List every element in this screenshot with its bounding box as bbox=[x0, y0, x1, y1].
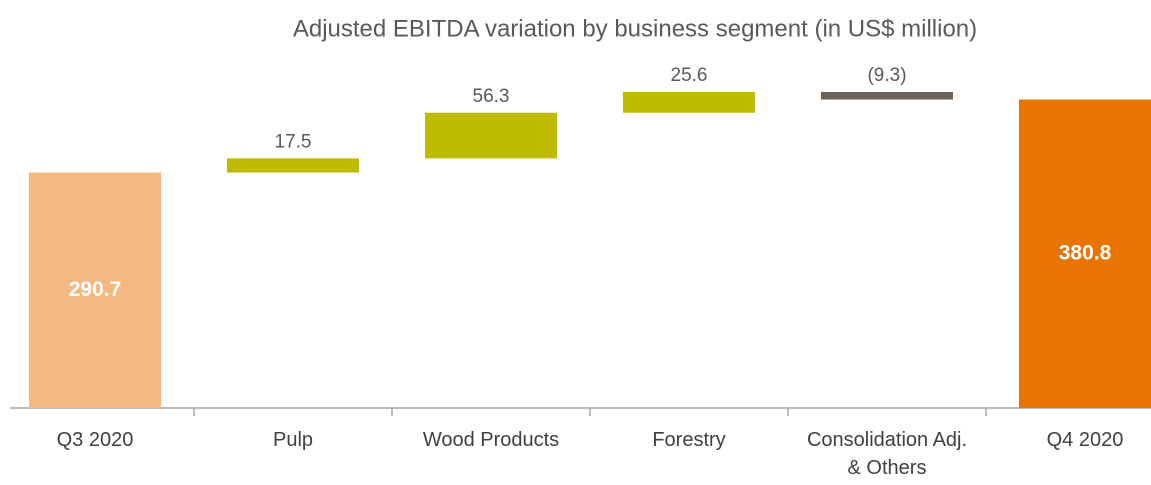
bar bbox=[821, 92, 953, 100]
x-tick-label: Wood Products bbox=[422, 429, 560, 451]
value-label: 290.7 bbox=[69, 278, 122, 301]
x-tick-label: Pulp bbox=[272, 429, 314, 451]
bar bbox=[623, 92, 755, 113]
value-label: (9.3) bbox=[867, 65, 906, 86]
x-tick-label: Q3 2020 bbox=[56, 429, 134, 451]
x-tick-label: Forestry bbox=[652, 429, 726, 451]
bar bbox=[227, 158, 359, 173]
value-label: 17.5 bbox=[275, 131, 312, 152]
value-label: 56.3 bbox=[473, 86, 510, 107]
value-label: 380.8 bbox=[1059, 241, 1112, 264]
x-tick-label: Consolidation Adj. & Others bbox=[806, 429, 968, 479]
bar bbox=[1019, 99, 1151, 409]
value-label: 25.6 bbox=[671, 65, 708, 86]
x-tick-label: Q4 2020 bbox=[1046, 429, 1124, 451]
chart-title: Adjusted EBITDA variation by business se… bbox=[293, 15, 977, 42]
bar bbox=[425, 112, 557, 159]
bar bbox=[29, 172, 161, 408]
